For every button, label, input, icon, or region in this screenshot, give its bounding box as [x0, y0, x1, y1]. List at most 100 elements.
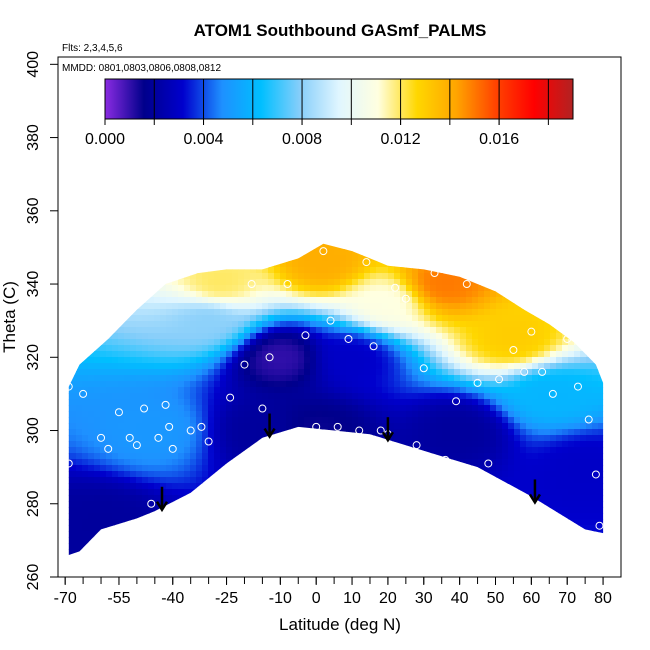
heatmap-cell [196, 531, 203, 538]
heatmap-cell [214, 447, 221, 454]
heatmap-cell [118, 297, 125, 304]
heatmap-cell [202, 123, 209, 130]
heatmap-cell [160, 279, 167, 286]
heatmap-cell [352, 321, 359, 328]
heatmap-cell [82, 351, 89, 358]
heatmap-cell [250, 225, 257, 232]
heatmap-cell [160, 435, 167, 442]
heatmap-cell [352, 549, 359, 556]
heatmap-cell [76, 489, 83, 496]
heatmap-cell [100, 333, 107, 340]
heatmap-cell [220, 321, 227, 328]
heatmap-cell [124, 465, 131, 472]
heatmap-cell [250, 471, 257, 478]
heatmap-cell [370, 369, 377, 376]
heatmap-cell [166, 243, 173, 250]
heatmap-cell [70, 231, 77, 238]
heatmap-cell [226, 531, 233, 538]
heatmap-cell [118, 531, 125, 538]
heatmap-cell [316, 303, 323, 310]
heatmap-cell [82, 375, 89, 382]
heatmap-cell [358, 489, 365, 496]
heatmap-cell [220, 279, 227, 286]
heatmap-cell [232, 171, 239, 178]
heatmap-cell [340, 267, 347, 274]
heatmap-cell [190, 327, 197, 334]
heatmap-cell [298, 369, 305, 376]
heatmap-cell [280, 339, 287, 346]
heatmap-cell [118, 525, 125, 532]
heatmap-cell [100, 159, 107, 166]
heatmap-cell [202, 435, 209, 442]
heatmap-cell [124, 549, 131, 556]
heatmap-cell [400, 231, 407, 238]
heatmap-cell [304, 543, 311, 550]
heatmap-cell [106, 369, 113, 376]
heatmap-cell [118, 381, 125, 388]
heatmap-cell [202, 219, 209, 226]
heatmap-cell [304, 411, 311, 418]
heatmap-cell [88, 531, 95, 538]
heatmap-cell [82, 369, 89, 376]
heatmap-cell [136, 387, 143, 394]
heatmap-cell [376, 201, 383, 208]
heatmap-cell [280, 225, 287, 232]
heatmap-cell [68, 435, 71, 442]
heatmap-cell [94, 153, 101, 160]
heatmap-cell [124, 345, 131, 352]
heatmap-cell [394, 507, 401, 514]
heatmap-cell [298, 567, 305, 574]
heatmap-cell [250, 459, 257, 466]
heatmap-cell [64, 75, 71, 82]
heatmap-cell [322, 123, 329, 130]
heatmap-cell [196, 369, 203, 376]
heatmap-cell [268, 507, 275, 514]
heatmap-cell [394, 309, 401, 316]
heatmap-cell [190, 345, 197, 352]
heatmap-cell [256, 141, 263, 148]
heatmap-cell [238, 207, 245, 214]
heatmap-cell [172, 213, 179, 220]
heatmap-cell [106, 489, 113, 496]
heatmap-cell [100, 351, 107, 358]
heatmap-cell [382, 159, 389, 166]
heatmap-cell [352, 297, 359, 304]
heatmap-cell [244, 417, 251, 424]
heatmap-cell [76, 495, 83, 502]
heatmap-cell [370, 321, 377, 328]
heatmap-cell [298, 171, 305, 178]
heatmap-cell [160, 219, 167, 226]
heatmap-cell [334, 411, 341, 418]
heatmap-cell [280, 213, 287, 220]
heatmap-cell [88, 123, 95, 130]
heatmap-cell [370, 453, 377, 460]
heatmap-cell [172, 141, 179, 148]
heatmap-cell [232, 237, 239, 244]
heatmap-cell [68, 471, 71, 478]
heatmap-cell [262, 63, 269, 70]
heatmap-cell [322, 303, 329, 310]
heatmap-cell [298, 519, 305, 526]
heatmap-cell [298, 339, 305, 346]
heatmap-cell [94, 489, 101, 496]
heatmap-cell [352, 291, 359, 298]
heatmap-cell [100, 399, 107, 406]
heatmap-cell [172, 405, 179, 412]
heatmap-cell [274, 381, 281, 388]
heatmap-cell [316, 555, 323, 556]
heatmap-layer [64, 63, 604, 574]
heatmap-cell [298, 477, 305, 484]
heatmap-cell [304, 339, 311, 346]
heatmap-cell [214, 273, 221, 280]
heatmap-cell [148, 147, 155, 154]
heatmap-cell [274, 387, 281, 394]
heatmap-cell [382, 381, 389, 388]
heatmap-cell [346, 333, 353, 340]
heatmap-cell [68, 489, 71, 496]
heatmap-cell [328, 219, 335, 226]
heatmap-cell [256, 171, 263, 178]
heatmap-cell [328, 507, 335, 514]
heatmap-cell [82, 537, 89, 544]
heatmap-cell [286, 249, 293, 256]
heatmap-cell [196, 435, 203, 442]
